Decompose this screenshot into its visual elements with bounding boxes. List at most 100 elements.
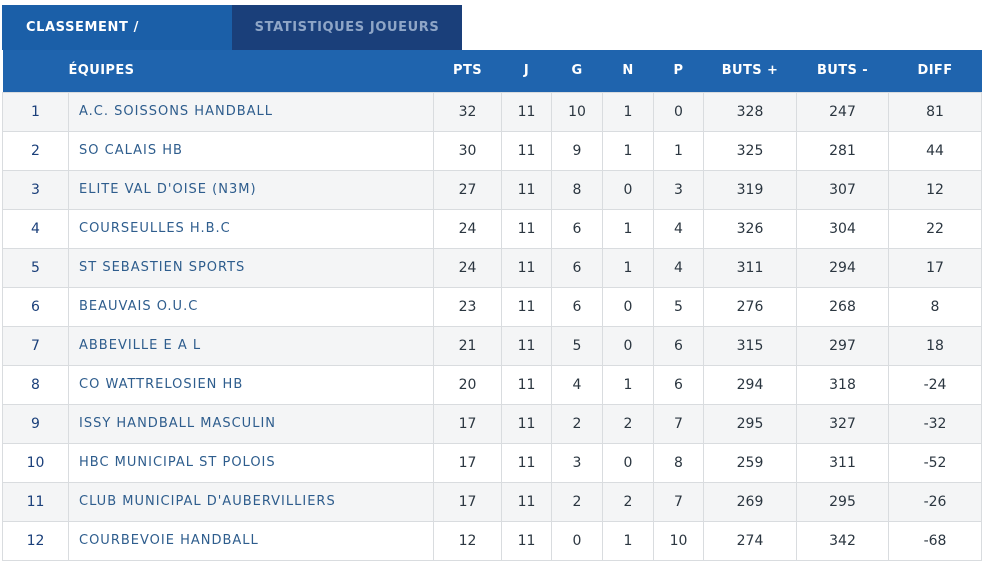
cell-rank: 11: [2, 481, 69, 522]
cell-n: 1: [602, 130, 654, 171]
cell-diff: 17: [888, 247, 982, 288]
cell-rank: 10: [2, 442, 69, 483]
table-row[interactable]: 3 ELITE VAL D'OISE (N3M) 27 11 8 0 3 319 307 12: [2, 169, 982, 210]
cell-diff: 44: [888, 130, 982, 171]
cell-j: 11: [501, 481, 552, 522]
cell-rank: 4: [2, 208, 69, 249]
cell-p: 4: [653, 247, 704, 288]
cell-n: 1: [602, 520, 654, 561]
cell-diff: 12: [888, 169, 982, 210]
cell-team[interactable]: COURBEVOIE HANDBALL: [68, 520, 434, 561]
cell-p: 7: [653, 481, 704, 522]
cell-buts-minus: 281: [796, 130, 889, 171]
cell-team[interactable]: COURSEULLES H.B.C: [68, 208, 434, 249]
cell-team[interactable]: SO CALAIS HB: [68, 130, 434, 171]
cell-buts-minus: 297: [796, 325, 889, 366]
header-n[interactable]: N: [622, 63, 634, 79]
cell-buts-minus: 304: [796, 208, 889, 249]
cell-g: 0: [551, 520, 603, 561]
cell-team[interactable]: BEAUVAIS O.U.C: [68, 286, 434, 327]
table-row[interactable]: 5 ST SEBASTIEN SPORTS 24 11 6 1 4 311 294 17: [2, 247, 982, 288]
table-row[interactable]: 4 COURSEULLES H.B.C 24 11 6 1 4 326 304 22: [2, 208, 982, 249]
table-row[interactable]: 12 COURBEVOIE HANDBALL 12 11 0 1 10 274 342 -68: [2, 520, 982, 561]
cell-pts: 12: [433, 520, 502, 561]
cell-team[interactable]: CLUB MUNICIPAL D'AUBERVILLIERS: [68, 481, 434, 522]
cell-team[interactable]: CO WATTRELOSIEN HB: [68, 364, 434, 405]
cell-diff: -26: [888, 481, 982, 522]
cell-j: 11: [501, 325, 552, 366]
cell-buts-plus: 326: [703, 208, 797, 249]
header-g[interactable]: G: [571, 63, 583, 79]
cell-rank: 8: [2, 364, 69, 405]
cell-n: 0: [602, 325, 654, 366]
cell-j: 11: [501, 364, 552, 405]
cell-pts: 27: [433, 169, 502, 210]
header-buts-minus[interactable]: BUTS -: [816, 63, 869, 79]
table-row[interactable]: 8 CO WATTRELOSIEN HB 20 11 4 1 6 294 318 -24: [2, 364, 982, 405]
cell-g: 10: [551, 91, 603, 132]
header-j[interactable]: J: [523, 63, 530, 79]
cell-pts: 24: [433, 247, 502, 288]
cell-buts-plus: 269: [703, 481, 797, 522]
header-pts[interactable]: PTS: [453, 63, 482, 79]
table-row[interactable]: 7 ABBEVILLE E A L 21 11 5 0 6 315 297 18: [2, 325, 982, 366]
tab-classement-resultats[interactable]: CLASSEMENT / RÉSULTATS: [2, 5, 232, 80]
cell-team[interactable]: ELITE VAL D'OISE (N3M): [68, 169, 434, 210]
cell-g: 6: [551, 208, 603, 249]
cell-n: 2: [602, 481, 654, 522]
cell-buts-plus: 295: [703, 403, 797, 444]
header-p[interactable]: P: [673, 63, 684, 79]
cell-j: 11: [501, 442, 552, 483]
table-row[interactable]: 2 SO CALAIS HB 30 11 9 1 1 325 281 44: [2, 130, 982, 171]
cell-g: 3: [551, 442, 603, 483]
cell-team[interactable]: ISSY HANDBALL MASCULIN: [68, 403, 434, 444]
cell-pts: 30: [433, 130, 502, 171]
cell-buts-plus: 294: [703, 364, 797, 405]
cell-buts-plus: 274: [703, 520, 797, 561]
cell-rank: 5: [2, 247, 69, 288]
cell-buts-minus: 342: [796, 520, 889, 561]
cell-n: 2: [602, 403, 654, 444]
tab-statistiques-joueurs[interactable]: STATISTIQUES JOUEURS: [232, 5, 462, 50]
table-row[interactable]: 11 CLUB MUNICIPAL D'AUBERVILLIERS 17 11 2 2 7 2…: [2, 481, 982, 522]
table-header-row: ÉQUIPES PTS J G N P BUTS + BUTS - DIFF: [2, 50, 982, 92]
table-row[interactable]: 9 ISSY HANDBALL MASCULIN 17 11 2 2 7 295 327 -32: [2, 403, 982, 444]
cell-team[interactable]: A.C. SOISSONS HANDBALL: [68, 91, 434, 132]
cell-buts-minus: 268: [796, 286, 889, 327]
table-row[interactable]: 10 HBC MUNICIPAL ST POLOIS 17 11 3 0 8 259 311 -5…: [2, 442, 982, 483]
table-row[interactable]: 1 A.C. SOISSONS HANDBALL 32 11 10 1 0 328 247 81: [2, 91, 982, 132]
cell-diff: -52: [888, 442, 982, 483]
cell-buts-minus: 247: [796, 91, 889, 132]
cell-diff: 18: [888, 325, 982, 366]
cell-pts: 23: [433, 286, 502, 327]
cell-p: 8: [653, 442, 704, 483]
cell-buts-plus: 315: [703, 325, 797, 366]
header-diff[interactable]: DIFF: [917, 63, 953, 79]
cell-buts-minus: 327: [796, 403, 889, 444]
cell-pts: 17: [433, 403, 502, 444]
cell-diff: 81: [888, 91, 982, 132]
cell-diff: 22: [888, 208, 982, 249]
cell-j: 11: [501, 208, 552, 249]
cell-j: 11: [501, 286, 552, 327]
cell-n: 1: [602, 247, 654, 288]
cell-team[interactable]: HBC MUNICIPAL ST POLOIS: [68, 442, 434, 483]
header-equipes[interactable]: ÉQUIPES: [68, 63, 135, 79]
cell-g: 6: [551, 286, 603, 327]
cell-pts: 21: [433, 325, 502, 366]
cell-p: 0: [653, 91, 704, 132]
cell-j: 11: [501, 403, 552, 444]
cell-pts: 17: [433, 481, 502, 522]
header-buts-plus[interactable]: BUTS +: [721, 63, 779, 79]
table-row[interactable]: 6 BEAUVAIS O.U.C 23 11 6 0 5 276 268 8: [2, 286, 982, 327]
cell-pts: 32: [433, 91, 502, 132]
cell-rank: 7: [2, 325, 69, 366]
cell-diff: -68: [888, 520, 982, 561]
cell-team[interactable]: ST SEBASTIEN SPORTS: [68, 247, 434, 288]
cell-buts-plus: 319: [703, 169, 797, 210]
cell-j: 11: [501, 247, 552, 288]
cell-team[interactable]: ABBEVILLE E A L: [68, 325, 434, 366]
cell-buts-plus: 311: [703, 247, 797, 288]
standings-table: ÉQUIPES PTS J G N P BUTS + BUTS - DIFF 1…: [2, 50, 982, 561]
cell-g: 5: [551, 325, 603, 366]
